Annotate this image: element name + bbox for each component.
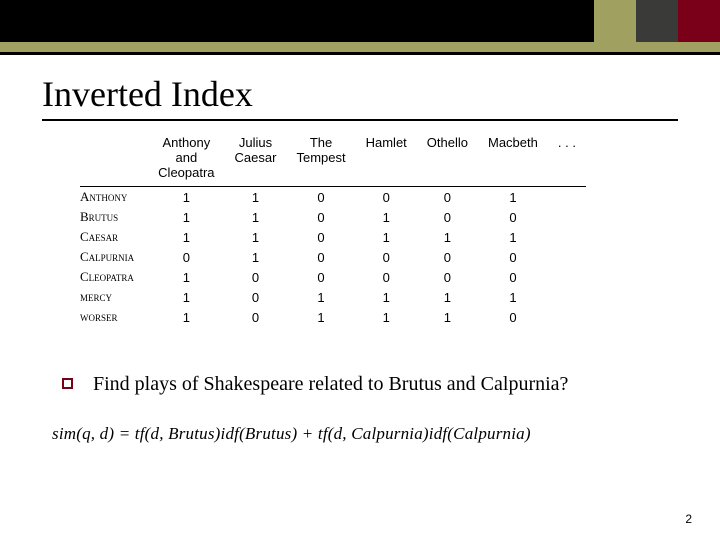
- matrix-cell: [548, 247, 586, 267]
- slide-title: Inverted Index: [42, 73, 720, 115]
- column-header: Othello: [417, 133, 478, 187]
- column-header: TheTempest: [286, 133, 355, 187]
- matrix-cell: 1: [148, 207, 224, 227]
- bullet-square-icon: [62, 378, 73, 389]
- row-label: worser: [80, 307, 148, 327]
- table-row: Cleopatra100000: [80, 267, 586, 287]
- row-label: Calpurnia: [80, 247, 148, 267]
- similarity-formula: sim(q, d) = tf(d, Brutus)idf(Brutus) + t…: [52, 424, 678, 444]
- header-thin-rule: [0, 52, 720, 55]
- table-row: Caesar110111: [80, 227, 586, 247]
- header-band-squares: [594, 0, 720, 42]
- matrix-cell: 0: [356, 267, 417, 287]
- matrix-cell: 1: [225, 227, 287, 247]
- matrix-cell: 1: [286, 287, 355, 307]
- matrix-cell: 0: [478, 307, 548, 327]
- matrix-cell: 1: [356, 307, 417, 327]
- matrix-cell: 1: [148, 187, 224, 208]
- row-label: Brutus: [80, 207, 148, 227]
- matrix-cell: 1: [356, 287, 417, 307]
- header-band-dark: [0, 0, 594, 42]
- matrix-cell: 0: [148, 247, 224, 267]
- column-header: JuliusCaesar: [225, 133, 287, 187]
- page-number: 2: [685, 512, 692, 526]
- table-row: worser101110: [80, 307, 586, 327]
- column-header: Hamlet: [356, 133, 417, 187]
- matrix-cell: 0: [417, 267, 478, 287]
- matrix-cell: 0: [478, 247, 548, 267]
- header-band: [0, 0, 720, 42]
- matrix-cell: 1: [417, 307, 478, 327]
- row-label: mercy: [80, 287, 148, 307]
- matrix-cell: 0: [286, 267, 355, 287]
- row-label: Cleopatra: [80, 267, 148, 287]
- matrix-cell: 1: [148, 227, 224, 247]
- matrix-cell: 0: [478, 207, 548, 227]
- matrix-cell: [548, 207, 586, 227]
- header-square-olive: [594, 0, 636, 42]
- header-olive-strip: [0, 42, 720, 52]
- matrix-cell: 1: [356, 227, 417, 247]
- matrix-cell: 1: [478, 187, 548, 208]
- matrix-cell: 0: [225, 267, 287, 287]
- matrix-cell: 0: [417, 187, 478, 208]
- column-header: Macbeth: [478, 133, 548, 187]
- column-header: . . .: [548, 133, 586, 187]
- table-row: Anthony110001: [80, 187, 586, 208]
- matrix-cell: 0: [356, 247, 417, 267]
- header-square-dark: [636, 0, 678, 42]
- matrix-cell: 0: [417, 207, 478, 227]
- bullet-text: Find plays of Shakespeare related to Bru…: [93, 373, 568, 396]
- matrix-cell: 0: [225, 287, 287, 307]
- matrix-cell: 1: [417, 287, 478, 307]
- matrix-cell: [548, 187, 586, 208]
- matrix-cell: 1: [225, 247, 287, 267]
- matrix-cell: 0: [417, 247, 478, 267]
- matrix-cell: 1: [478, 227, 548, 247]
- matrix-cell: 0: [286, 187, 355, 208]
- matrix-cell: 1: [148, 267, 224, 287]
- table-row: mercy101111: [80, 287, 586, 307]
- matrix-cell: 1: [148, 287, 224, 307]
- matrix-cell: [548, 227, 586, 247]
- matrix-cell: 1: [478, 287, 548, 307]
- term-document-matrix: AnthonyandCleopatraJuliusCaesarTheTempes…: [80, 133, 586, 327]
- table-corner: [80, 133, 148, 187]
- matrix-cell: 1: [225, 207, 287, 227]
- matrix-cell: 1: [148, 307, 224, 327]
- matrix-table-wrap: AnthonyandCleopatraJuliusCaesarTheTempes…: [80, 133, 660, 327]
- matrix-cell: 0: [356, 187, 417, 208]
- matrix-cell: [548, 287, 586, 307]
- matrix-cell: 0: [286, 207, 355, 227]
- column-header: AnthonyandCleopatra: [148, 133, 224, 187]
- matrix-cell: 1: [356, 207, 417, 227]
- matrix-cell: 1: [417, 227, 478, 247]
- matrix-cell: [548, 307, 586, 327]
- matrix-cell: 0: [286, 247, 355, 267]
- table-row: Calpurnia010000: [80, 247, 586, 267]
- matrix-cell: 0: [286, 227, 355, 247]
- matrix-cell: 0: [225, 307, 287, 327]
- matrix-cell: 0: [478, 267, 548, 287]
- row-label: Anthony: [80, 187, 148, 208]
- row-label: Caesar: [80, 227, 148, 247]
- matrix-cell: 1: [225, 187, 287, 208]
- table-row: Brutus110100: [80, 207, 586, 227]
- matrix-cell: 1: [286, 307, 355, 327]
- matrix-cell: [548, 267, 586, 287]
- title-underline: [42, 119, 678, 121]
- bullet-row: Find plays of Shakespeare related to Bru…: [62, 373, 678, 396]
- header-square-maroon: [678, 0, 720, 42]
